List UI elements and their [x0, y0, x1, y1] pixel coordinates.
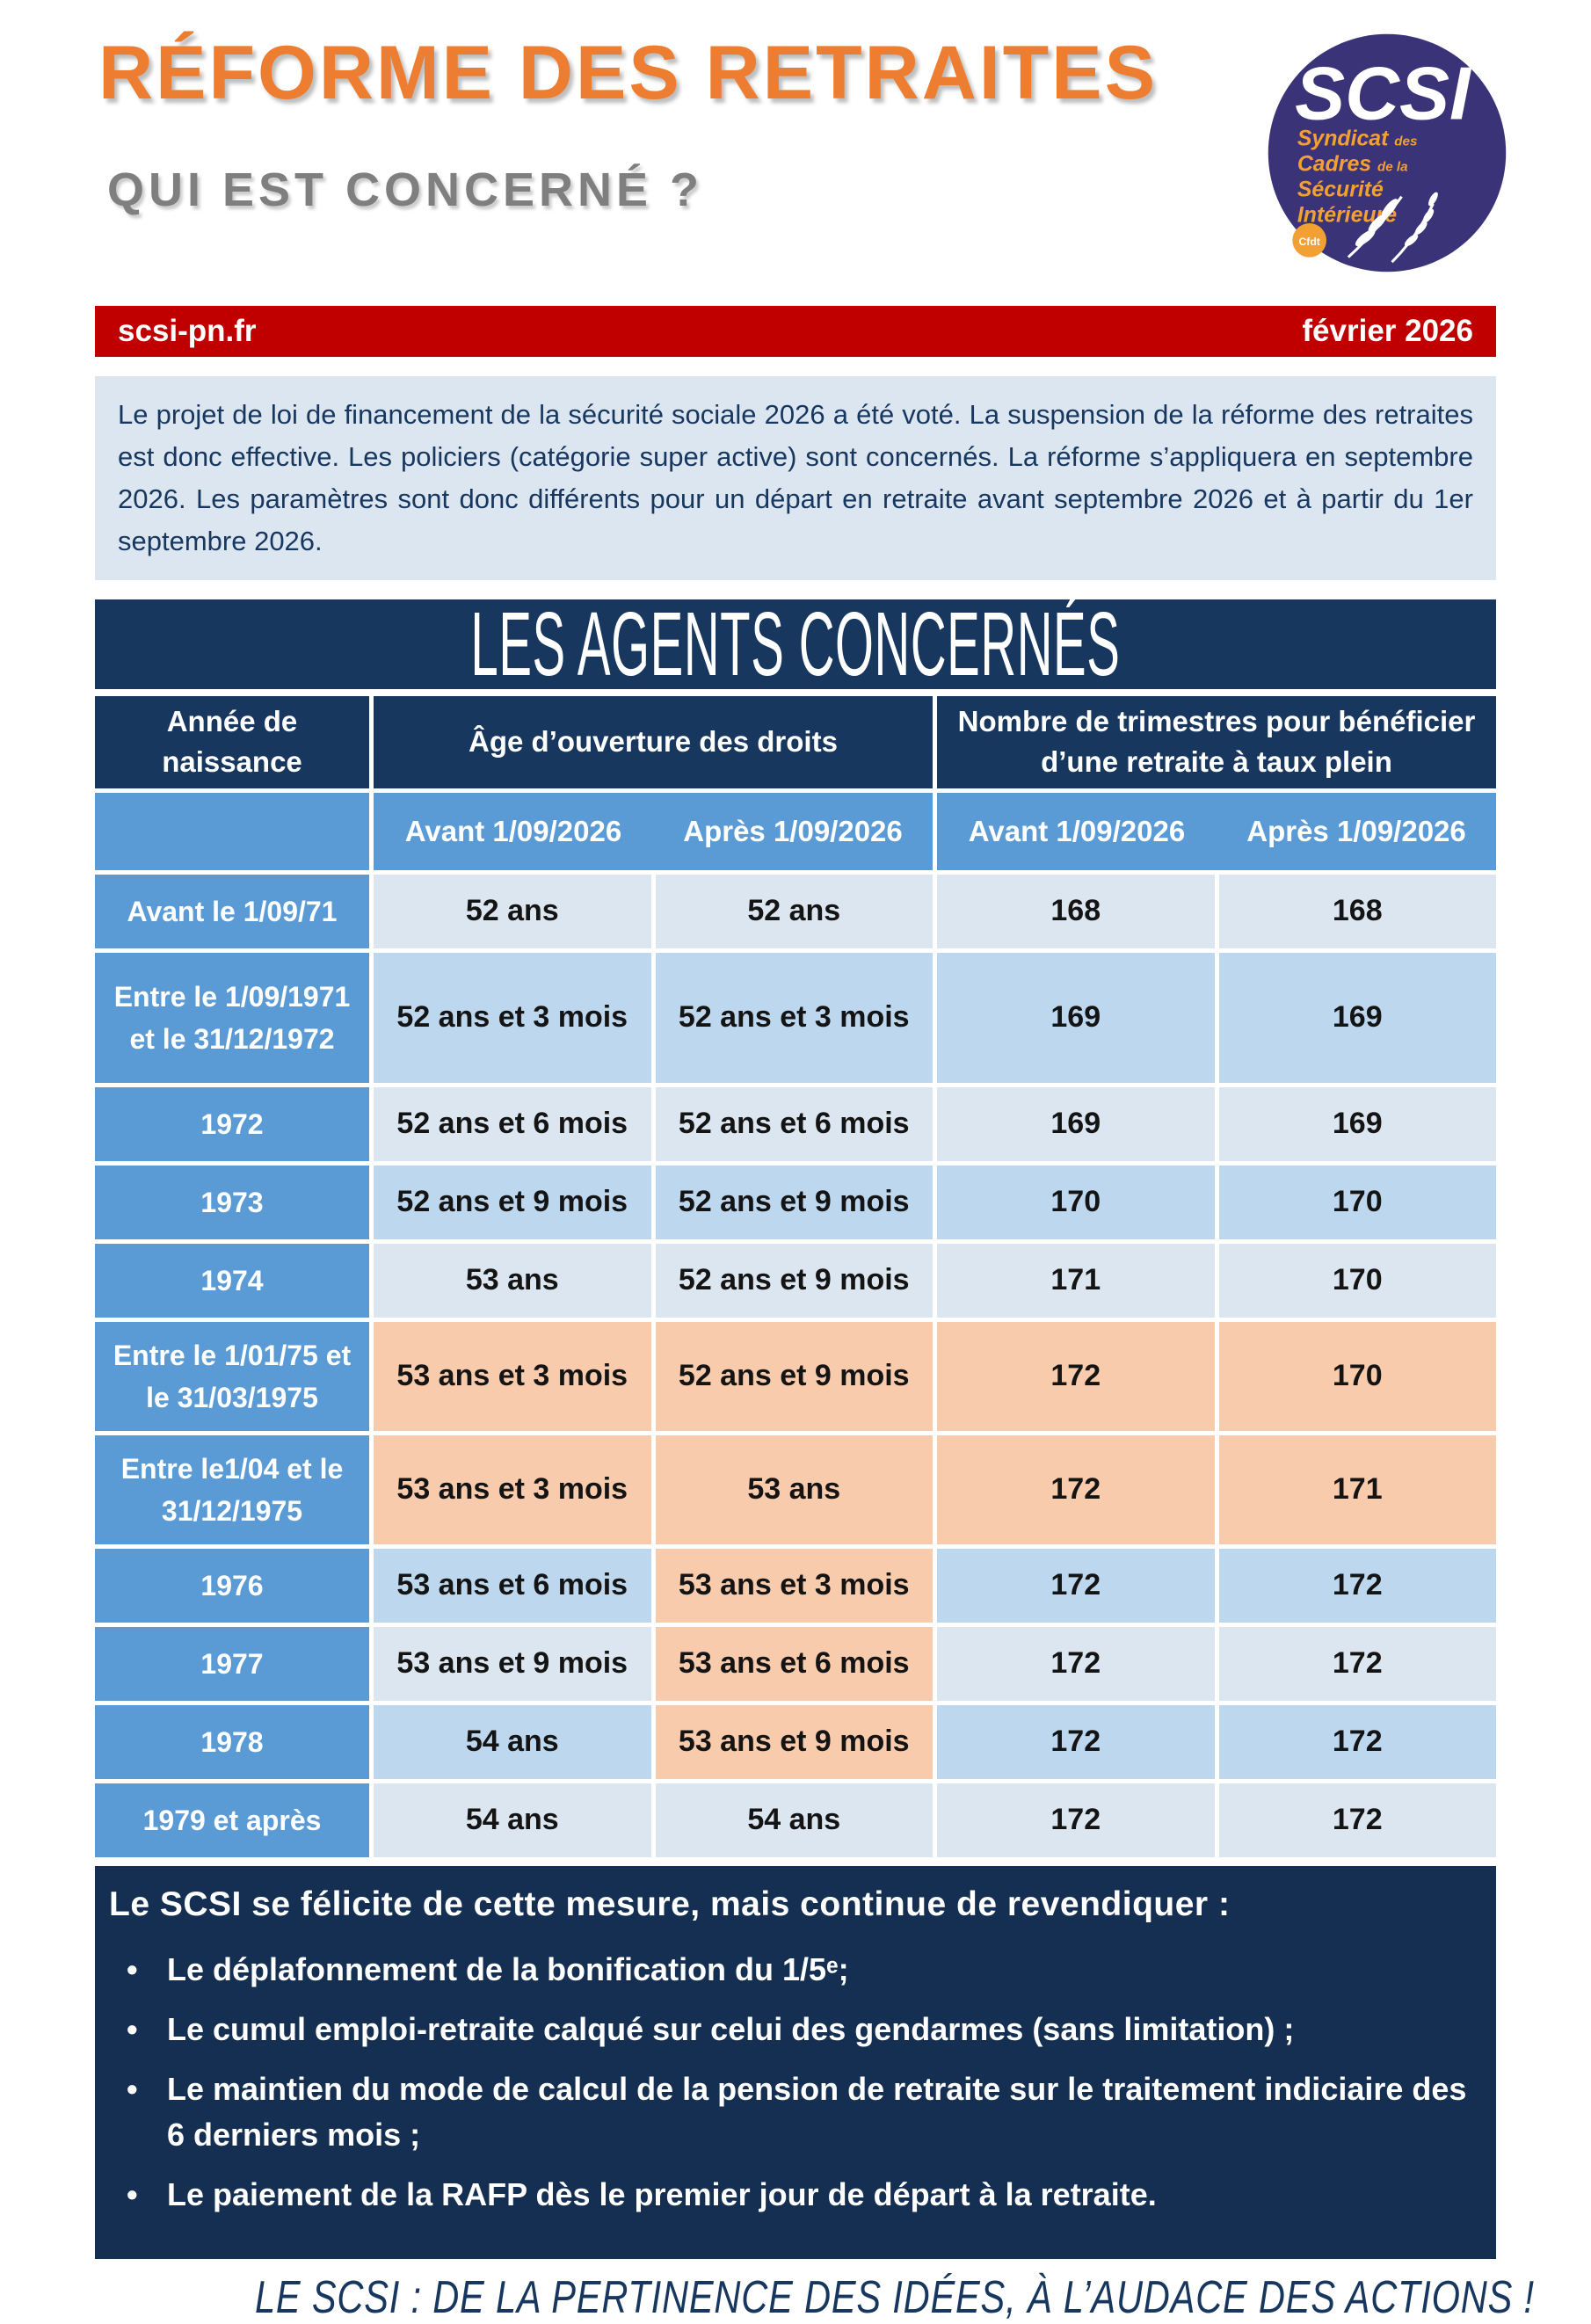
- cell-trim-avant: 168: [937, 874, 1215, 948]
- row-label: 1973: [95, 1165, 369, 1239]
- date-text: février 2026: [1302, 314, 1473, 348]
- cell-age-apres: 53 ans: [655, 1434, 933, 1544]
- sub-header-age-apres: Après 1/09/2026: [683, 814, 903, 847]
- scsi-logo: SCSI Syndicat des Cadres de la Sécurité …: [1266, 32, 1508, 274]
- section-banner-title: LES AGENTS CONCERNÉS: [470, 592, 1121, 695]
- demands-list: Le déplafonnement de la bonification du …: [109, 1947, 1471, 2219]
- logo-line1-small: des: [1394, 134, 1417, 149]
- cell-age-apres: 52 ans: [655, 874, 933, 948]
- row-label: 1979 et après: [95, 1783, 369, 1857]
- cell-trim-apres: 170: [1218, 1243, 1496, 1318]
- logo-line2-small: de la: [1377, 160, 1408, 175]
- cell-age-apres: 53 ans et 3 mois: [655, 1548, 933, 1623]
- cfdt-badge-label: Cfdt: [1299, 236, 1320, 248]
- demand-item: Le déplafonnement de la bonification du …: [109, 1947, 1471, 1993]
- row-label: 1974: [95, 1243, 369, 1318]
- cell-trim-avant: 171: [937, 1243, 1215, 1318]
- section-banner: LES AGENTS CONCERNÉS: [95, 593, 1496, 694]
- agents-table: Année de naissance Âge d’ouverture des d…: [95, 696, 1496, 1857]
- page-title: RÉFORME DES RETRAITES: [98, 31, 1158, 115]
- cfdt-badge: [1292, 223, 1326, 258]
- demands-box: Le SCSI se félicite de cette mesure, mai…: [95, 1865, 1496, 2259]
- cell-trim-apres: 169: [1218, 1086, 1496, 1161]
- col-header-age: Âge d’ouverture des droits: [374, 696, 933, 788]
- cell-age-apres: 52 ans et 3 mois: [655, 952, 933, 1083]
- cell-age-avant: 53 ans: [374, 1243, 651, 1318]
- header: RÉFORME DES RETRAITES QUI EST CONCERNÉ ?…: [95, 30, 1507, 283]
- row-label: Entre le 1/09/1971 et le 31/12/1972: [95, 952, 369, 1083]
- cell-trim-avant: 172: [937, 1434, 1215, 1544]
- demand-item: Le cumul emploi-retraite calqué sur celu…: [109, 2007, 1471, 2052]
- logo-line1-main: Syndicat: [1297, 127, 1390, 151]
- demands-heading: Le SCSI se félicite de cette mesure, mai…: [109, 1885, 1231, 1923]
- sub-header-age-group: Avant 1/09/2026 Après 1/09/2026: [374, 792, 933, 870]
- cell-trim-apres: 171: [1218, 1434, 1496, 1544]
- cell-age-apres: 54 ans: [655, 1783, 933, 1857]
- cell-trim-apres: 170: [1218, 1165, 1496, 1239]
- sub-header-empty: [95, 792, 369, 870]
- cell-age-avant: 52 ans et 3 mois: [374, 952, 651, 1083]
- cell-age-avant: 53 ans et 3 mois: [374, 1434, 651, 1544]
- row-label: 1978: [95, 1704, 369, 1779]
- cell-trim-apres: 169: [1218, 952, 1496, 1083]
- logo-line2-main: Cadres: [1297, 153, 1371, 177]
- laurel-leaves-icon: [1355, 192, 1438, 247]
- sub-header-quarters-avant: Avant 1/09/2026: [968, 814, 1186, 847]
- cell-trim-avant: 169: [937, 1086, 1215, 1161]
- cell-age-avant: 53 ans et 6 mois: [374, 1548, 651, 1623]
- cell-trim-apres: 172: [1218, 1783, 1496, 1857]
- footer-slogan: LE SCSI : DE LA PERTINENCE DES IDÉES, À …: [95, 2271, 1534, 2324]
- cell-age-avant: 52 ans et 9 mois: [374, 1165, 651, 1239]
- row-label: Avant le 1/09/71: [95, 874, 369, 948]
- sub-header-quarters-group: Avant 1/09/2026 Après 1/09/2026: [937, 792, 1496, 870]
- cell-trim-apres: 168: [1218, 874, 1496, 948]
- sub-header-age-avant: Avant 1/09/2026: [404, 814, 622, 847]
- row-label: 1977: [95, 1626, 369, 1701]
- row-label: Entre le 1/01/75 et le 31/03/1975: [95, 1321, 369, 1431]
- scsi-logo-icon: SCSI Syndicat des Cadres de la Sécurité …: [1268, 33, 1507, 272]
- logo-line3: Sécurité: [1297, 178, 1384, 202]
- row-label: 1976: [95, 1548, 369, 1623]
- demand-item: Le paiement de la RAFP dès le premier jo…: [109, 2172, 1471, 2218]
- cell-age-apres: 52 ans et 9 mois: [655, 1165, 933, 1239]
- intro-paragraph: Le projet de loi de financement de la sé…: [95, 376, 1496, 581]
- col-header-birth-year: Année de naissance: [95, 696, 369, 788]
- row-label: Entre le1/04 et le 31/12/1975: [95, 1434, 369, 1544]
- cell-trim-apres: 172: [1218, 1704, 1496, 1779]
- footer-slogan-text: LE SCSI : DE LA PERTINENCE DES IDÉES, À …: [254, 2271, 1535, 2323]
- website-text: scsi-pn.fr: [118, 314, 257, 348]
- svg-text:Cadres de la: Cadres de la: [1297, 153, 1408, 177]
- page-subtitle: QUI EST CONCERNÉ ?: [107, 163, 704, 216]
- cell-trim-avant: 170: [937, 1165, 1215, 1239]
- cell-age-apres: 52 ans et 9 mois: [655, 1243, 933, 1318]
- row-label: 1972: [95, 1086, 369, 1161]
- cell-age-apres: 53 ans et 9 mois: [655, 1704, 933, 1779]
- col-header-quarters: Nombre de trimestres pour bénéficier d’u…: [937, 696, 1496, 788]
- cell-age-avant: 53 ans et 9 mois: [374, 1626, 651, 1701]
- logo-acronym: SCSI: [1295, 52, 1472, 135]
- cell-age-avant: 54 ans: [374, 1704, 651, 1779]
- sub-header-quarters-apres: Après 1/09/2026: [1246, 814, 1466, 847]
- cell-trim-avant: 172: [937, 1783, 1215, 1857]
- cell-trim-apres: 170: [1218, 1321, 1496, 1431]
- svg-text:Syndicat des: Syndicat des: [1297, 127, 1418, 151]
- cell-trim-avant: 172: [937, 1321, 1215, 1431]
- cell-age-avant: 52 ans: [374, 874, 651, 948]
- cell-age-apres: 53 ans et 6 mois: [655, 1626, 933, 1701]
- cell-trim-apres: 172: [1218, 1548, 1496, 1623]
- cell-age-avant: 52 ans et 6 mois: [374, 1086, 651, 1161]
- cell-age-apres: 52 ans et 6 mois: [655, 1086, 933, 1161]
- cell-trim-avant: 172: [937, 1626, 1215, 1701]
- demand-item: Le maintien du mode de calcul de la pens…: [109, 2066, 1471, 2158]
- cell-age-apres: 52 ans et 9 mois: [655, 1321, 933, 1431]
- cell-trim-avant: 169: [937, 952, 1215, 1083]
- cell-age-avant: 53 ans et 3 mois: [374, 1321, 651, 1431]
- cell-trim-avant: 172: [937, 1548, 1215, 1623]
- cell-trim-avant: 172: [937, 1704, 1215, 1779]
- cell-age-avant: 54 ans: [374, 1783, 651, 1857]
- info-bar: scsi-pn.fr février 2026: [95, 306, 1496, 357]
- cell-trim-apres: 172: [1218, 1626, 1496, 1701]
